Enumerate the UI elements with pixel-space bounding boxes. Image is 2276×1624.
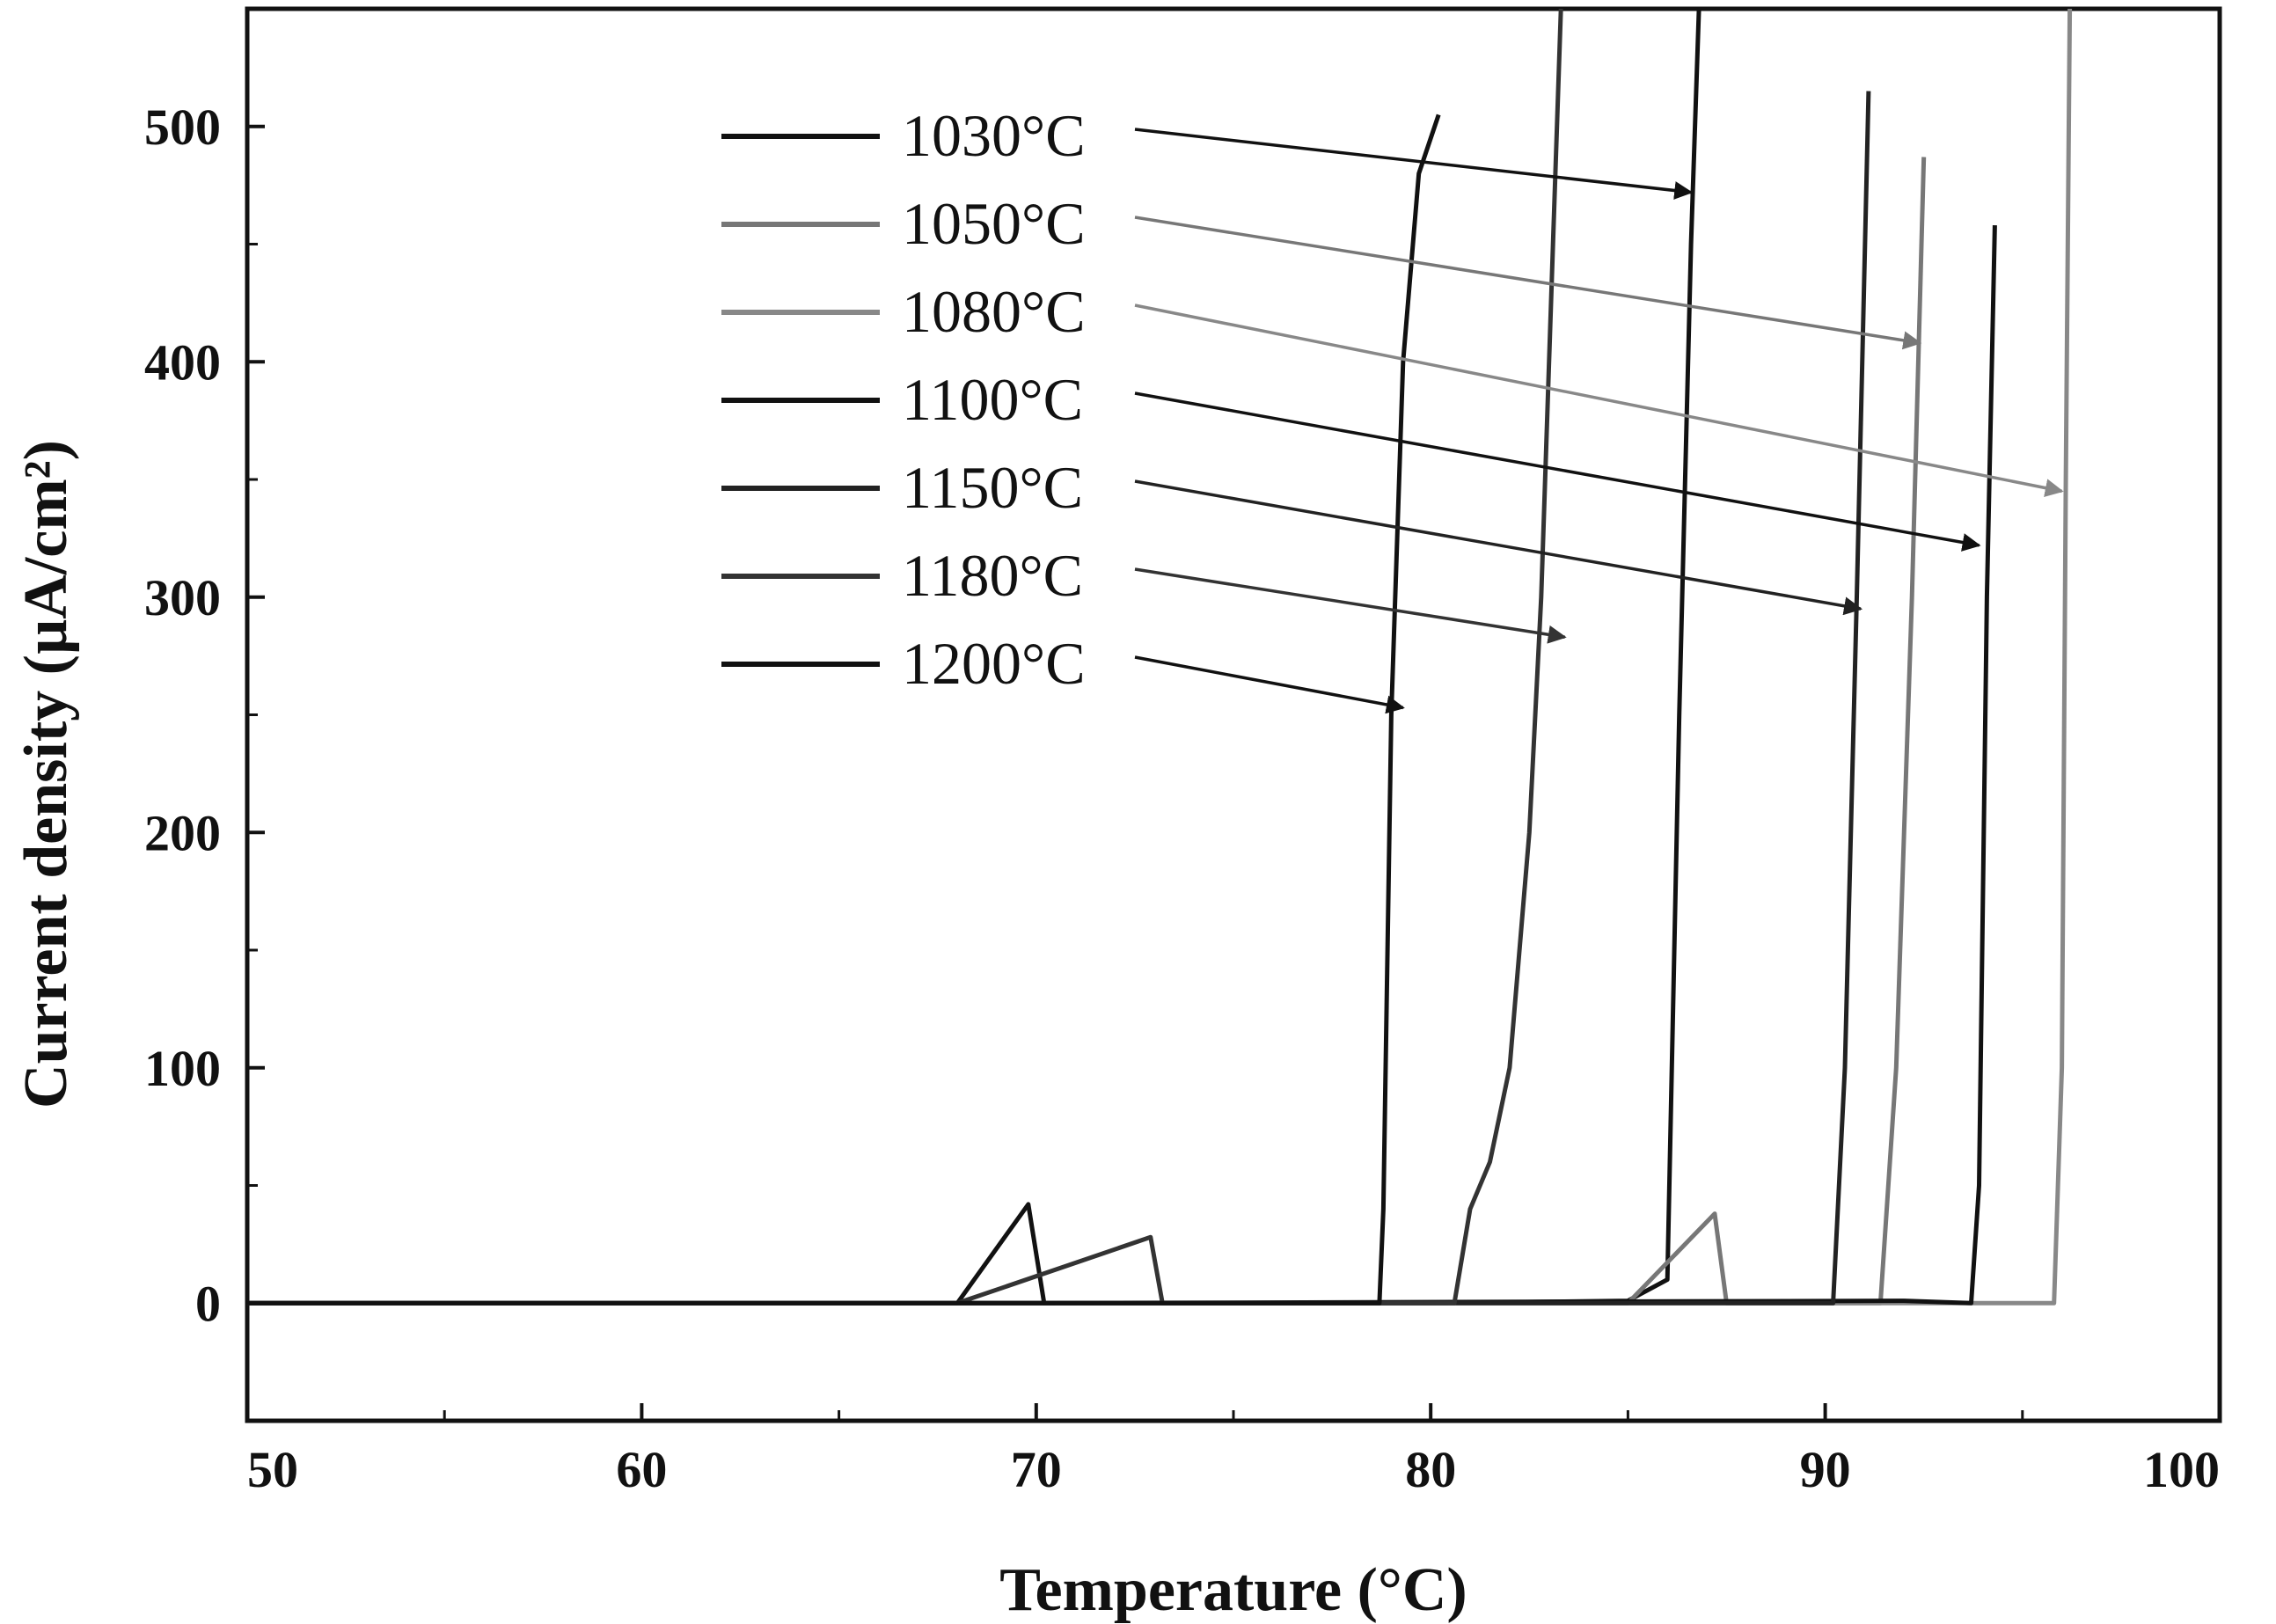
x-tick-label: 80 [1405,1441,1456,1498]
legend-arrow [1134,567,1567,644]
series-lines [247,8,2073,1306]
x-tick-label: 90 [1800,1441,1851,1498]
legend-label: 1080°C [902,278,1086,345]
x-axis-title: Temperature (°C) [999,1556,1467,1624]
series-line-7 [247,113,1441,1306]
x-tick-label: 100 [2143,1441,2220,1498]
legend-label: 1030°C [902,102,1086,169]
legend-arrow [1134,216,1922,350]
legend-arrow [1134,655,1405,714]
x-tick-label: 70 [1011,1441,1062,1498]
y-tick-label: 100 [144,1040,221,1097]
x-tick-label: 60 [616,1441,667,1498]
legend-label: 1050°C [902,190,1086,257]
legend-label: 1100°C [902,366,1083,433]
series-line-5 [247,91,1871,1306]
y-tick-label: 200 [144,804,221,861]
y-axis-title: Current density (µA/cm²) [12,440,80,1108]
legend-label: 1150°C [902,454,1083,521]
legend: 1030°C 1050°C 1080°C 1100°C 1150°C 1180°C 1200… [721,102,2064,714]
x-axis-ticks: 50 60 70 80 90 100 [245,1403,2221,1498]
legend-label: 1180°C [902,542,1083,609]
series-line-3 [247,8,2073,1306]
y-tick-label: 400 [144,333,221,391]
legend-arrow [1134,391,1981,552]
y-tick-label: 500 [144,99,221,156]
y-axis-ticks: 0 100 200 300 400 500 [144,7,265,1423]
y-tick-label: 0 [195,1275,221,1332]
series-line-6 [247,8,1563,1306]
series-line-4 [247,225,1997,1306]
legend-arrow [1134,128,1694,200]
x-tick-label: 50 [247,1441,298,1498]
legend-arrow [1134,304,2064,497]
legend-arrow [1134,479,1863,616]
legend-label: 1200°C [902,630,1086,697]
y-tick-label: 300 [144,569,221,626]
